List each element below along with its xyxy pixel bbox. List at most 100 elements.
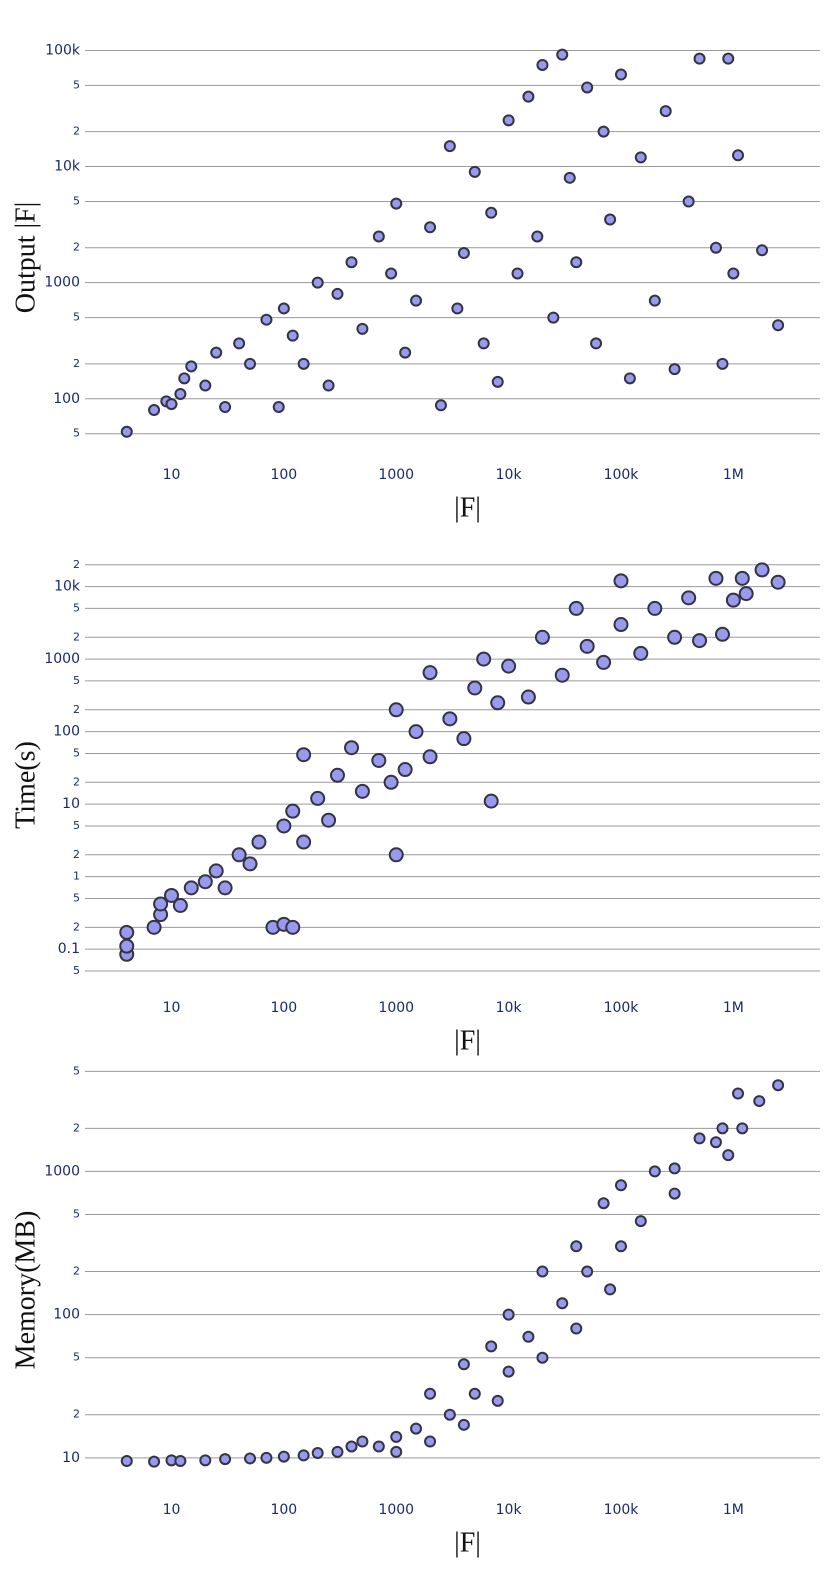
data-point (623, 372, 636, 385)
data-point (277, 1450, 290, 1463)
data-point (477, 337, 490, 350)
data-point (260, 313, 273, 326)
data-point (633, 645, 649, 661)
y-tick-label: 2 (73, 1121, 80, 1134)
data-point (208, 863, 224, 879)
data-point (648, 294, 661, 307)
data-point (753, 1095, 766, 1108)
data-point (385, 267, 398, 280)
data-point (146, 919, 162, 935)
data-point (756, 244, 769, 257)
y-tick-label: 5 (73, 746, 80, 759)
x-tick-label: 1000 (378, 1000, 414, 1016)
data-point (634, 151, 647, 164)
data-point (322, 379, 335, 392)
data-point (714, 626, 730, 642)
data-point (390, 1445, 403, 1458)
data-point (722, 52, 735, 65)
data-point (242, 856, 258, 872)
data-point (345, 256, 358, 269)
data-point (485, 206, 498, 219)
data-point (356, 1435, 369, 1448)
data-point (727, 267, 740, 280)
y-tick-label: 0.1 (58, 941, 80, 957)
data-point (754, 562, 770, 578)
data-point (536, 58, 549, 71)
y-tick-label: 2 (73, 357, 80, 370)
data-point (260, 1451, 273, 1464)
data-point (197, 874, 213, 890)
y-tick-label: 2 (73, 920, 80, 933)
data-point (536, 1265, 549, 1278)
data-point (311, 1447, 324, 1460)
data-point (502, 114, 515, 127)
data-point (547, 311, 560, 324)
x-tick-label: 100 (270, 467, 297, 483)
data-point (570, 1240, 583, 1253)
data-point (372, 230, 385, 243)
data-point (199, 1454, 212, 1467)
data-point (422, 665, 438, 681)
data-point (659, 105, 672, 118)
data-point (344, 740, 360, 756)
y-axis-title: Output |F| (10, 202, 41, 314)
data-point (634, 1215, 647, 1228)
data-point (210, 346, 223, 359)
data-point (178, 372, 191, 385)
data-point (390, 197, 403, 210)
data-point (614, 68, 627, 81)
data-point (331, 1445, 344, 1458)
y-tick-label: 1000 (44, 1163, 80, 1179)
data-point (408, 724, 424, 740)
data-point (372, 1440, 385, 1453)
data-point (390, 1430, 403, 1443)
data-point (321, 812, 337, 828)
data-point (501, 658, 517, 674)
data-point (153, 896, 169, 912)
data-point (468, 1387, 481, 1400)
data-point (667, 629, 683, 645)
x-tick-label: 10 (163, 1502, 181, 1518)
data-point (693, 1132, 706, 1145)
data-point (148, 1455, 161, 1468)
data-point (165, 398, 178, 411)
y-tick-label: 5 (73, 1208, 80, 1221)
data-point (668, 1187, 681, 1200)
y-tick-label: 1000 (44, 275, 80, 291)
data-point (424, 1387, 437, 1400)
data-point (613, 573, 629, 589)
data-point (716, 1122, 729, 1135)
data-point (442, 711, 458, 727)
data-point (388, 702, 404, 718)
y-tick-label: 10k (54, 159, 81, 175)
data-point (709, 241, 722, 254)
data-point (668, 1162, 681, 1175)
data-point (456, 731, 472, 747)
x-tick-label: 10 (163, 467, 181, 483)
y-tick-label: 10k (54, 579, 81, 595)
data-point (614, 1179, 627, 1192)
data-point (563, 171, 576, 184)
data-point (251, 834, 267, 850)
data-point (148, 404, 161, 417)
data-point (424, 1435, 437, 1448)
data-point (570, 256, 583, 269)
data-point (772, 319, 785, 332)
data-point (597, 1197, 610, 1210)
data-point (736, 1122, 749, 1135)
y-tick-label: 1000 (44, 651, 80, 667)
data-point (579, 638, 595, 654)
data-point (468, 165, 481, 178)
x-tick-label: 1000 (378, 1502, 414, 1518)
data-point (770, 574, 786, 590)
data-point (422, 749, 438, 765)
data-point (570, 1322, 583, 1335)
data-point (285, 919, 301, 935)
x-tick-label: 1M (723, 467, 744, 483)
data-point (277, 302, 290, 315)
y-tick-label: 100 (53, 724, 80, 740)
data-point (434, 399, 447, 412)
data-point (613, 617, 629, 633)
x-tick-label: 10k (496, 1000, 523, 1016)
data-point (163, 887, 179, 903)
